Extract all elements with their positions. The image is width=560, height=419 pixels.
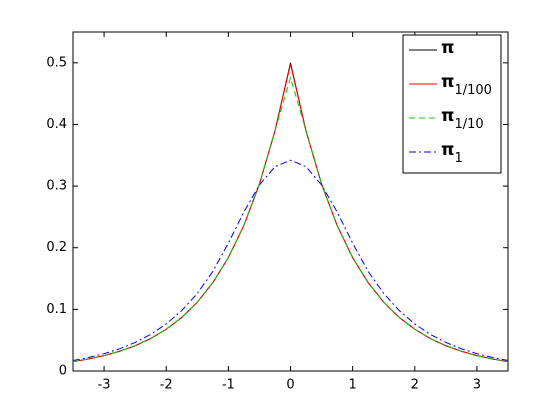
x-tick-label: -3 (98, 378, 111, 393)
x-tick-label: -2 (160, 378, 173, 393)
y-tick-label: 0.5 (46, 55, 67, 70)
legend-subscript: 1/10 (454, 117, 483, 132)
x-tick-label: 3 (473, 378, 481, 393)
y-tick-label: 0.4 (46, 117, 67, 132)
x-tick-label: 2 (411, 378, 419, 393)
line-series (72, 75, 509, 363)
legend-label: π1 (441, 140, 463, 166)
x-tick-label: 1 (349, 378, 357, 393)
x-tick-label: -1 (222, 378, 235, 393)
y-tick-label: 0 (59, 364, 67, 379)
x-tick-label: 0 (286, 378, 294, 393)
legend-subscript: 1 (454, 151, 462, 166)
legend-subscript: 1/100 (454, 83, 491, 98)
legend-label: π1/10 (441, 106, 484, 132)
y-tick-label: 0.2 (46, 240, 67, 255)
legend-name: π (441, 72, 454, 92)
legend-label: π1/100 (441, 72, 492, 98)
line-series (72, 159, 509, 362)
legend-name: π (441, 140, 454, 160)
legend-label: π (441, 38, 454, 58)
y-tick-label: 0.1 (46, 302, 67, 317)
legend-box (402, 34, 502, 174)
legend-name: π (441, 106, 454, 126)
y-tick-label: 0.3 (46, 179, 67, 194)
legend-name: π (441, 38, 454, 58)
